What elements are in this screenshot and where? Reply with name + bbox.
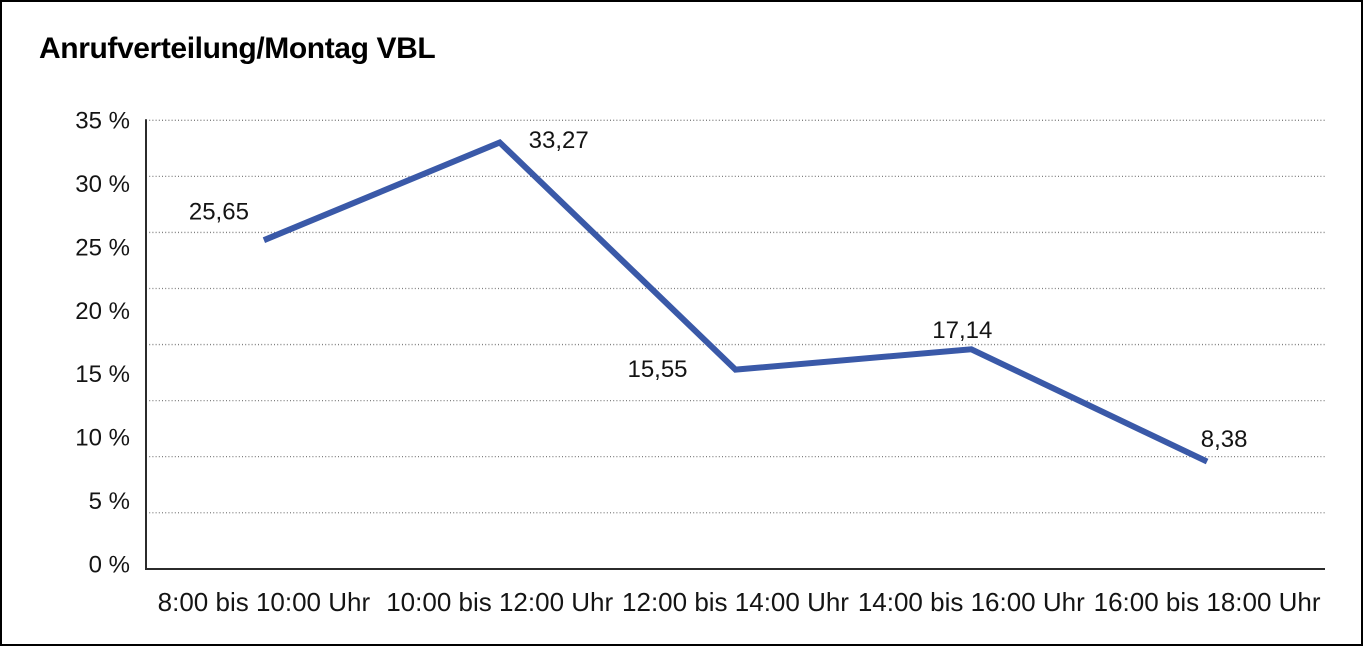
y-tick-label: 15 % — [75, 361, 130, 388]
y-tick-label: 0 % — [89, 552, 130, 579]
y-tick-label: 35 % — [75, 108, 130, 135]
data-point-label: 25,65 — [189, 199, 249, 226]
x-category-label: 12:00 bis 14:00 Uhr — [622, 587, 849, 617]
data-point-label: 33,27 — [529, 127, 589, 154]
y-tick-label: 25 % — [75, 234, 130, 261]
x-category-label: 14:00 bis 16:00 Uhr — [858, 587, 1085, 617]
series-line — [262, 138, 1209, 465]
x-category-label: 10:00 bis 12:00 Uhr — [386, 587, 613, 617]
data-point-label: 17,14 — [932, 317, 992, 344]
chart-title: Anrufverteilung/Montag VBL — [39, 32, 436, 65]
x-category-label: 16:00 bis 18:00 Uhr — [1094, 587, 1321, 617]
y-tick-label: 5 % — [89, 488, 130, 515]
y-tick-label: 20 % — [75, 298, 130, 325]
y-tick-label: 30 % — [75, 171, 130, 198]
y-tick-label: 10 % — [75, 425, 130, 452]
data-point-label: 15,55 — [627, 356, 687, 383]
x-category-label: 8:00 bis 10:00 Uhr — [158, 587, 371, 617]
data-point-label: 8,38 — [1201, 426, 1248, 453]
